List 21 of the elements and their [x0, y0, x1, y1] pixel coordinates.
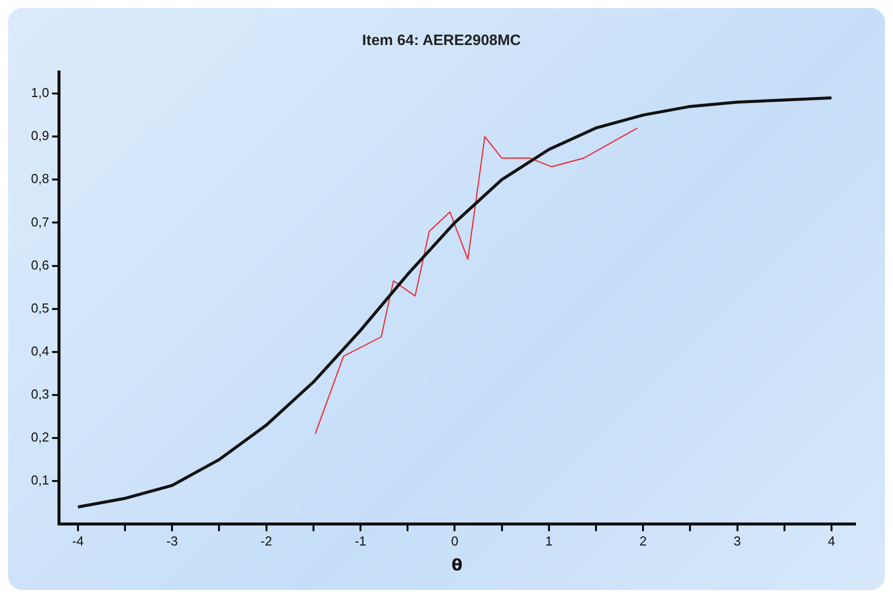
x-tick-label: 0 [451, 534, 458, 549]
x-tick-label: 2 [639, 534, 647, 549]
y-tick-label: 0,6 [30, 257, 50, 272]
x-tick-label: -2 [260, 534, 272, 549]
y-tick-label: 0,2 [30, 430, 50, 445]
x-tick-label: 4 [828, 534, 836, 549]
y-tick-label: 0,5 [30, 300, 50, 316]
y-tick-label: 0,7 [30, 214, 50, 230]
y-tick-label: 0,3 [30, 386, 50, 402]
x-tick-label: -4 [72, 534, 84, 549]
x-tick-label: -3 [166, 534, 178, 549]
x-axis-title: θ [452, 556, 463, 575]
chart-title: Item 64: AERE2908MC [362, 32, 522, 50]
y-tick-label: 0,4 [30, 344, 50, 359]
x-tick-label: 3 [734, 534, 741, 549]
x-tick-label: 1 [545, 534, 552, 549]
y-tick-label: 1,0 [30, 85, 50, 100]
x-tick-label: -1 [354, 534, 366, 549]
y-tick-label: 0,1 [30, 472, 50, 488]
y-tick-label: 0,9 [30, 128, 50, 144]
y-tick-label: 0,8 [30, 171, 50, 186]
